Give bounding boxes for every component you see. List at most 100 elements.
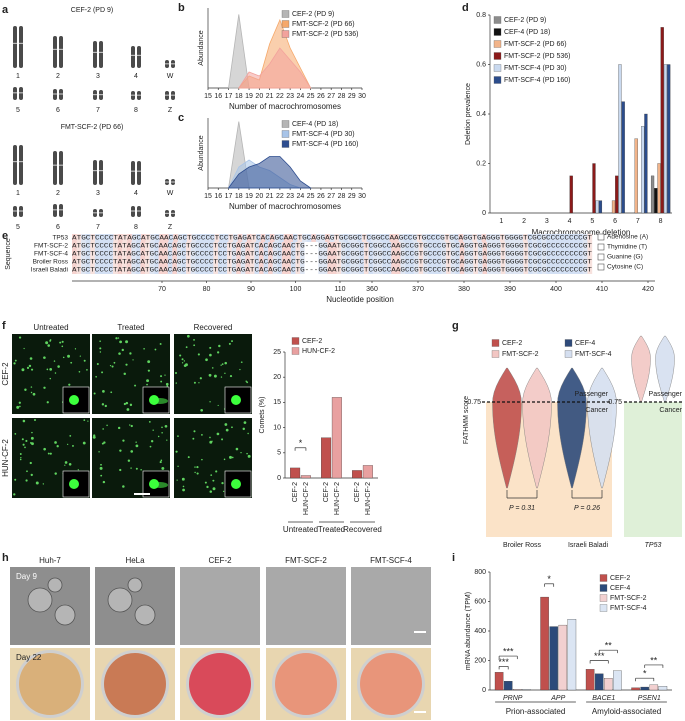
bar — [558, 624, 568, 691]
cell-dot — [149, 445, 152, 448]
base-cell — [176, 258, 182, 266]
cell-dot — [125, 363, 128, 366]
y-tick-label: 0.6 — [476, 61, 486, 68]
violin — [522, 367, 552, 489]
cell-dot — [224, 372, 226, 375]
base-cell — [564, 234, 570, 242]
cell-dot — [110, 391, 113, 394]
cell-dot — [228, 342, 231, 345]
cell-dot — [102, 480, 106, 484]
cell-dot — [193, 338, 195, 341]
base-cell — [135, 250, 141, 258]
x-axis-label: Nucleotide position — [326, 295, 394, 304]
base-cell — [214, 234, 220, 242]
legend-swatch — [291, 337, 300, 345]
base-cell — [72, 242, 77, 250]
base-cell — [386, 250, 392, 258]
bar — [641, 126, 645, 214]
cell-dot — [216, 432, 220, 436]
cell-dot — [96, 363, 99, 366]
base-cell — [126, 266, 132, 274]
base-cell — [487, 242, 492, 250]
chromosome-band — [59, 209, 63, 211]
base-cell — [386, 266, 392, 274]
base-cell — [363, 250, 369, 258]
base-cell — [176, 266, 182, 274]
cell-dot — [119, 449, 122, 452]
bar — [585, 669, 595, 691]
base-cell — [560, 266, 565, 274]
x-tick-label: 24 — [297, 193, 305, 200]
base-cell — [108, 258, 114, 266]
cell-dot — [53, 360, 56, 362]
base-cell — [313, 266, 319, 274]
base-cell — [177, 234, 183, 242]
chromosome — [59, 151, 63, 185]
cell-dot — [205, 358, 208, 362]
base-cell — [277, 250, 283, 258]
cell-dot — [165, 382, 169, 386]
x-tick-label: 110 — [334, 286, 345, 293]
x-tick-label: 360 — [366, 286, 378, 293]
base-cell — [500, 258, 506, 266]
bar — [660, 27, 664, 214]
cell-dot — [209, 353, 212, 357]
base-cell — [537, 250, 543, 258]
cell-dot — [103, 441, 106, 444]
micrograph — [266, 567, 346, 645]
base-cell — [217, 250, 223, 258]
cell-dot — [177, 465, 179, 468]
base-cell — [573, 266, 579, 274]
base-cell — [150, 234, 156, 242]
cell-dot — [46, 368, 49, 371]
base-cell — [85, 258, 91, 266]
base-cell — [505, 242, 511, 250]
y-tick-label: -0.75 — [606, 399, 622, 406]
base-cell — [236, 258, 241, 266]
cell-dot — [104, 404, 107, 408]
group-label: Untreated — [283, 525, 318, 534]
base-cell — [564, 266, 570, 274]
legend-swatch — [281, 20, 290, 28]
cell-dot — [146, 379, 150, 383]
base-cell — [450, 258, 456, 266]
cell-dot — [220, 376, 223, 378]
chromosome — [19, 26, 23, 68]
cell-dot — [31, 431, 33, 434]
cell-dot — [93, 392, 96, 395]
base-cell — [99, 242, 105, 250]
base-cell — [222, 266, 228, 274]
base-cell — [375, 234, 381, 242]
base-cell — [195, 266, 200, 274]
cell-dot — [102, 428, 104, 430]
base-cell — [528, 250, 533, 258]
base-cell — [300, 242, 305, 250]
column-label: FMT-SCF-2 — [285, 556, 327, 565]
bar — [362, 465, 373, 479]
x-tick-label: 25 — [307, 93, 315, 100]
cell-dot — [161, 466, 165, 470]
cell-cluster — [107, 587, 133, 613]
x-tick-label: 25 — [307, 193, 315, 200]
base-cell — [441, 258, 447, 266]
base-cell — [268, 242, 273, 250]
base-cell — [199, 250, 205, 258]
base-cell — [113, 242, 118, 250]
legend-label: FMT-SCF-2 (PD 536) — [292, 31, 359, 38]
base-cell — [181, 258, 187, 266]
base-cell — [210, 234, 215, 242]
base-cell — [122, 250, 127, 258]
legend-label: FMT-SCF-2 (PD 66) — [292, 21, 355, 28]
cell-dot — [185, 363, 188, 367]
base-cell — [122, 234, 128, 242]
sequence-name: Broiler Ross — [33, 259, 69, 266]
base-cell — [131, 242, 137, 250]
panel-label: b — [178, 2, 185, 14]
region-label: Passenger — [649, 391, 683, 398]
cell-dot — [134, 384, 137, 387]
base-cell — [467, 234, 473, 242]
legend-label: FMT-SCF-2 — [502, 351, 539, 358]
chromosome — [137, 46, 141, 68]
legend-swatch — [493, 40, 502, 48]
base-cell — [251, 234, 257, 242]
